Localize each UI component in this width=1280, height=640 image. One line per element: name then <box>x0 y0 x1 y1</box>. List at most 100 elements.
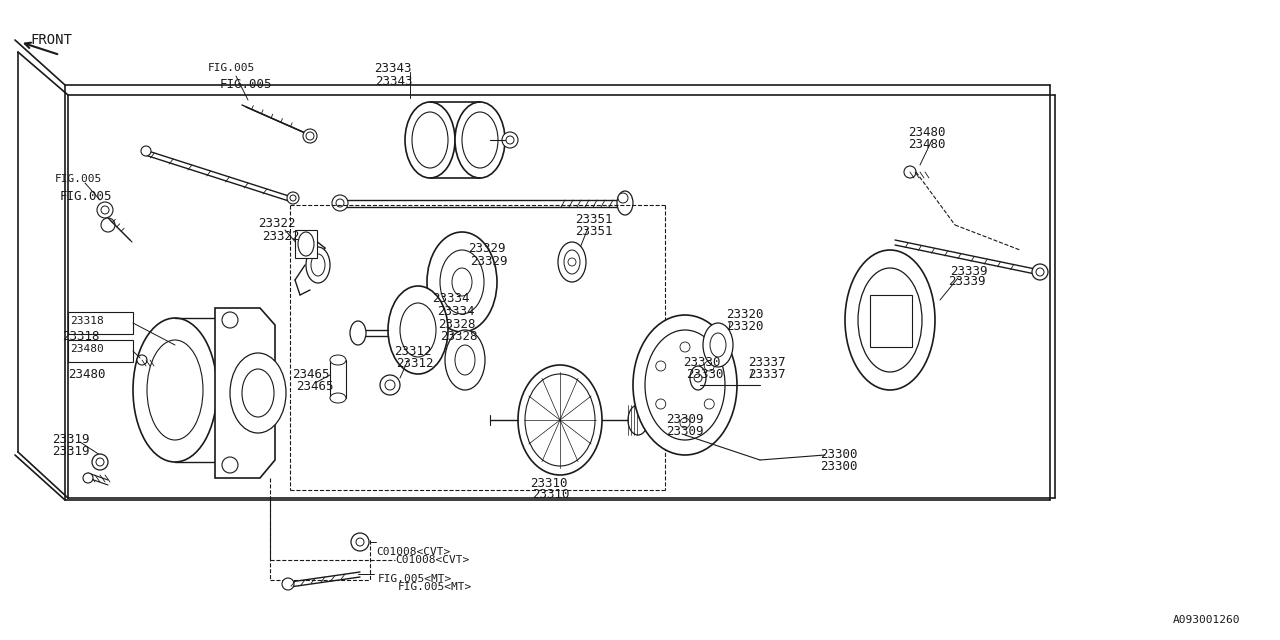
Text: 23480: 23480 <box>68 368 105 381</box>
Text: 23465: 23465 <box>296 380 334 393</box>
Circle shape <box>506 136 515 144</box>
Circle shape <box>291 195 296 201</box>
Circle shape <box>83 473 93 483</box>
Ellipse shape <box>242 369 274 417</box>
Circle shape <box>97 202 113 218</box>
Text: FIG.005: FIG.005 <box>60 190 113 203</box>
Text: 23310: 23310 <box>532 488 570 501</box>
Circle shape <box>380 375 399 395</box>
Circle shape <box>282 578 294 590</box>
Text: 23328: 23328 <box>440 330 477 343</box>
Text: 23320: 23320 <box>726 308 763 321</box>
Circle shape <box>878 308 902 332</box>
Text: 23480: 23480 <box>908 138 946 151</box>
Text: FRONT: FRONT <box>29 33 72 47</box>
Text: FIG.005: FIG.005 <box>55 174 102 184</box>
Ellipse shape <box>525 374 595 466</box>
Circle shape <box>287 192 300 204</box>
Circle shape <box>568 258 576 266</box>
Circle shape <box>335 199 344 207</box>
Text: 23337: 23337 <box>748 368 786 381</box>
Text: 23343: 23343 <box>375 75 412 88</box>
Ellipse shape <box>518 365 602 475</box>
Text: FIG.005<MT>: FIG.005<MT> <box>398 582 472 592</box>
Ellipse shape <box>858 268 922 372</box>
Ellipse shape <box>412 112 448 168</box>
Bar <box>330 360 346 398</box>
Text: 23329: 23329 <box>468 242 506 255</box>
Bar <box>294 230 317 258</box>
Ellipse shape <box>440 250 484 314</box>
Circle shape <box>618 193 628 203</box>
Ellipse shape <box>703 323 733 367</box>
Circle shape <box>221 312 238 328</box>
Circle shape <box>141 146 151 156</box>
Text: 23334: 23334 <box>436 305 475 318</box>
Text: 23330: 23330 <box>686 368 723 381</box>
Circle shape <box>1032 264 1048 280</box>
Ellipse shape <box>634 315 737 455</box>
Text: 23300: 23300 <box>820 460 858 473</box>
Ellipse shape <box>454 102 506 178</box>
Circle shape <box>92 454 108 470</box>
Circle shape <box>101 206 109 214</box>
Circle shape <box>351 533 369 551</box>
Circle shape <box>655 361 666 371</box>
Text: 23318: 23318 <box>61 330 100 343</box>
Text: 23320: 23320 <box>726 320 763 333</box>
Circle shape <box>332 195 348 211</box>
Circle shape <box>221 457 238 473</box>
Circle shape <box>385 380 396 390</box>
Text: C01008<CVT>: C01008<CVT> <box>396 555 470 565</box>
Text: 23465: 23465 <box>292 368 329 381</box>
Polygon shape <box>215 308 275 478</box>
Bar <box>68 312 133 334</box>
Text: 23319: 23319 <box>52 433 90 446</box>
Ellipse shape <box>454 345 475 375</box>
Circle shape <box>502 132 518 148</box>
Ellipse shape <box>399 303 436 357</box>
Ellipse shape <box>133 318 218 462</box>
Ellipse shape <box>710 333 726 357</box>
Bar <box>870 295 911 347</box>
Text: 23339: 23339 <box>950 265 987 278</box>
Text: 23351: 23351 <box>575 213 613 226</box>
Circle shape <box>101 218 115 232</box>
Text: 23339: 23339 <box>948 275 986 288</box>
Ellipse shape <box>690 366 707 390</box>
Text: 23328: 23328 <box>438 318 475 331</box>
Text: 23337: 23337 <box>748 356 786 369</box>
Text: 23322: 23322 <box>259 217 296 230</box>
Ellipse shape <box>564 250 580 274</box>
Text: 23309: 23309 <box>666 425 704 438</box>
Circle shape <box>904 166 916 178</box>
Bar <box>68 340 133 362</box>
Circle shape <box>1036 268 1044 276</box>
Ellipse shape <box>230 353 285 433</box>
Circle shape <box>356 538 364 546</box>
Circle shape <box>303 129 317 143</box>
Ellipse shape <box>628 405 648 435</box>
Ellipse shape <box>445 330 485 390</box>
Text: 23334: 23334 <box>433 292 470 305</box>
Text: 23309: 23309 <box>666 413 704 426</box>
Circle shape <box>137 355 147 365</box>
Circle shape <box>704 361 714 371</box>
Text: 23318: 23318 <box>70 316 104 326</box>
Circle shape <box>694 374 701 382</box>
Text: C01008<CVT>: C01008<CVT> <box>376 547 451 557</box>
Ellipse shape <box>311 254 325 276</box>
Ellipse shape <box>298 232 314 256</box>
Ellipse shape <box>462 112 498 168</box>
Circle shape <box>680 418 690 428</box>
Text: FIG.005: FIG.005 <box>220 78 273 91</box>
Ellipse shape <box>558 242 586 282</box>
Ellipse shape <box>404 102 454 178</box>
Ellipse shape <box>428 232 497 332</box>
Text: 23310: 23310 <box>530 477 567 490</box>
Text: 23343: 23343 <box>374 62 411 75</box>
Text: 23480: 23480 <box>908 126 946 139</box>
Ellipse shape <box>349 321 366 345</box>
Text: 23329: 23329 <box>470 255 507 268</box>
Text: 23319: 23319 <box>52 445 90 458</box>
